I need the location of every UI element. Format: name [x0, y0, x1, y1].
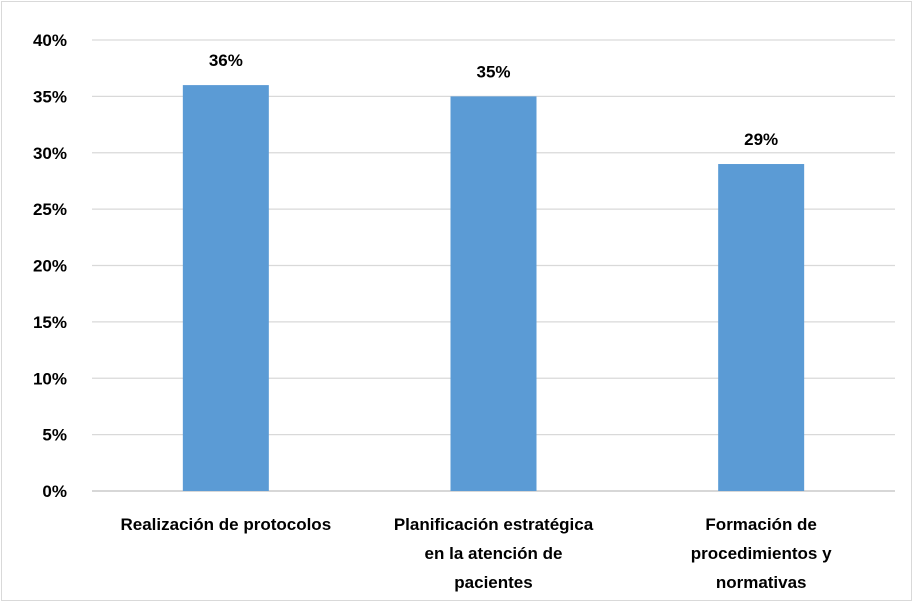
category-label: Formación de [705, 515, 816, 534]
category-label: normativas [716, 573, 807, 592]
category-label: Realización de protocolos [121, 515, 332, 534]
y-tick-label: 30% [33, 144, 67, 163]
y-axis-ticks: 0% 5% 10% 15% 20% 25% 30% 35% 40% [33, 31, 67, 501]
y-tick-label: 20% [33, 257, 67, 276]
category-label: Planificación estratégica [394, 515, 594, 534]
y-tick-label: 40% [33, 31, 67, 50]
category-labels: Realización de protocolos Planificación e… [121, 515, 833, 592]
y-tick-label: 15% [33, 313, 67, 332]
data-labels: 36% 35% 29% [209, 51, 778, 149]
bars [182, 85, 805, 491]
bar [182, 85, 269, 491]
y-tick-label: 0% [42, 482, 67, 501]
category-label: procedimientos y [691, 544, 832, 563]
y-tick-label: 5% [42, 426, 67, 445]
bar [718, 164, 805, 491]
y-tick-label: 35% [33, 87, 67, 106]
category-label: pacientes [454, 573, 532, 592]
data-label: 35% [476, 62, 510, 81]
data-label: 29% [744, 130, 778, 149]
y-tick-label: 10% [33, 369, 67, 388]
bar [450, 96, 537, 491]
data-label: 36% [209, 51, 243, 70]
category-label: en la atención de [425, 544, 563, 563]
y-tick-label: 25% [33, 200, 67, 219]
